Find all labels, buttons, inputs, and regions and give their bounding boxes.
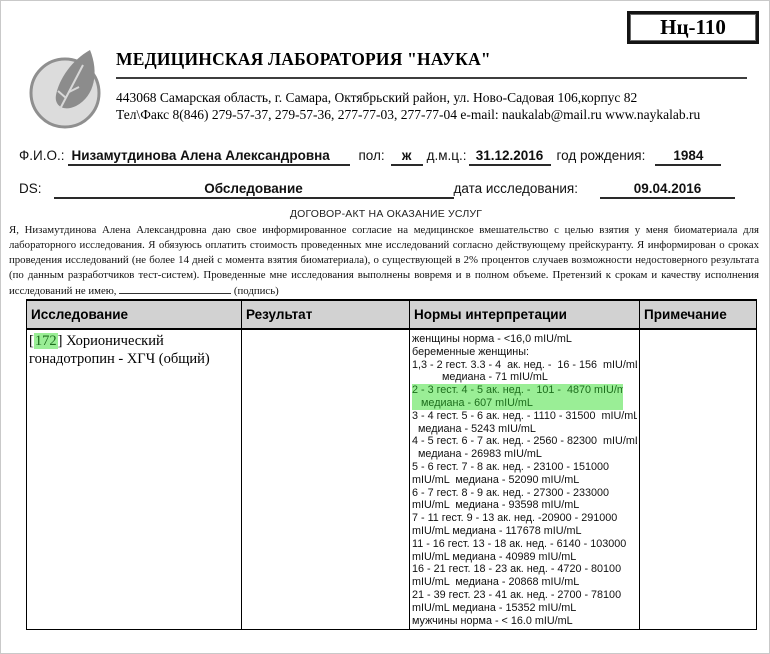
norm-line: 5 - 6 гест. 7 - 8 ак. нед. - 23100 - 151… (412, 460, 610, 473)
diagnosis-row: DS: Обследование дата исследования: 09.0… (19, 181, 735, 199)
agreement-body: Я, Низамутдинова Алена Александровна даю… (9, 223, 759, 299)
results-header-row: Исследование Результат Нормы интерпретац… (26, 299, 757, 330)
birth-year-label: год рождения: (556, 148, 646, 163)
norm-line: 7 - 11 гест. 9 - 13 ак. нед. -20900 - 29… (412, 512, 618, 525)
norm-line: mIU/mL медиана - 20868 mIU/mL (412, 576, 580, 589)
study-date-value: 09.04.2016 (600, 181, 735, 199)
lab-contacts: Тел\Факс 8(846) 279-57-37, 279-57-36, 27… (116, 107, 701, 122)
column-header-note: Примечание (639, 299, 757, 330)
norm-line: 1,3 - 2 гест. 3.3 - 4 ак. нед. - 16 - 15… (412, 358, 637, 371)
patient-info-row: Ф.И.О.: Низамутдинова Алена Александровн… (19, 148, 722, 166)
sex-label: пол: (358, 148, 385, 163)
ds-value: Обследование (53, 181, 454, 199)
agreement-text: Я, Низамутдинова Алена Александровна даю… (9, 224, 759, 297)
lab-name: МЕДИЦИНСКАЯ ЛАБОРАТОРИЯ "НАУКА" (116, 49, 491, 69)
norm-line: 16 - 21 гест. 18 - 23 ак. нед. - 4720 - … (412, 563, 622, 576)
norm-line: 2 - 3 гест. 4 - 5 ак. нед. - 101 - 4870 … (412, 384, 623, 397)
norms-cell: женщины норма - <16,0 mIU/mL беременные ж… (409, 328, 640, 631)
norm-line: 11 - 16 гест. 13 - 18 ак. нед. - 6140 - … (412, 537, 627, 550)
lab-address: 443068 Самарская область, г. Самара, Окт… (116, 90, 638, 105)
agreement-title: ДОГОВОР-АКТ НА ОКАЗАНИЕ УСЛУГ (289, 208, 483, 220)
dmc-label: д.м.ц.: (426, 148, 467, 163)
norm-line: женщины норма - <16,0 mIU/mL (412, 333, 572, 345)
fio-label: Ф.И.О.: (19, 148, 65, 163)
study-date-label: дата исследования: (453, 181, 578, 196)
norm-line: mIU/mL медиана - 15352 mIU/mL (412, 601, 577, 614)
form-code: Нц-110 (630, 14, 756, 41)
norm-line: 6 - 7 гест. 8 - 9 ак. нед. - 27300 - 233… (412, 486, 610, 499)
results-table: Исследование Результат Нормы интерпретац… (26, 299, 757, 631)
norms-list: женщины норма - <16,0 mIU/mL беременные ж… (412, 332, 637, 627)
norm-line: медиана - 71 mIU/mL (412, 371, 548, 384)
fio-value: Низамутдинова Алена Александровна (68, 148, 351, 166)
signature-hint: (подпись) (233, 285, 279, 297)
sex-value: ж (390, 148, 423, 166)
note-cell (639, 328, 757, 631)
lab-logo (27, 47, 109, 131)
birth-year-value: 1984 (655, 148, 722, 166)
signature-blank (119, 283, 232, 294)
ds-label: DS: (19, 181, 42, 196)
test-name: Хорионический гонадотропин - ХГЧ (общий) (29, 333, 210, 367)
form-code-box: Нц-110 (627, 11, 759, 44)
norm-line: медиана - 5243 mIU/mL (412, 422, 536, 435)
norm-line: 4 - 5 гест. 6 - 7 ак. нед. - 2560 - 8230… (412, 435, 637, 448)
lab-header: МЕДИЦИНСКАЯ ЛАБОРАТОРИЯ "НАУКА" 443068 С… (116, 49, 748, 123)
norm-line: мужчины норма - < 16.0 mIU/mL (412, 614, 573, 627)
header-divider (116, 77, 747, 79)
norm-line: mIU/mL медиана - 117678 mIU/mL (412, 524, 582, 537)
dmc-value: 31.12.2016 (468, 148, 551, 166)
leaf-icon (29, 50, 101, 129)
norm-line: медиана - 607 mIU/mL (412, 396, 623, 410)
norm-line: 3 - 4 гест. 5 - 6 ак. нед. - 1110 - 3150… (412, 409, 637, 422)
norm-line: беременные женщины: (412, 345, 530, 358)
norm-line: mIU/mL медиана - 40989 mIU/mL (412, 550, 577, 563)
result-cell (241, 328, 410, 631)
norm-line: mIU/mL медиана - 93598 mIU/mL (412, 499, 580, 512)
test-name-cell: [172] Хорионический гонадотропин - ХГЧ (… (26, 328, 242, 631)
column-header-norms: Нормы интерпретации (409, 299, 640, 330)
test-code-badge: 172 (33, 333, 58, 349)
norm-line: 21 - 39 гест. 23 - 41 ак. нед. - 2700 - … (412, 588, 622, 601)
bracket-open: [ (29, 333, 34, 349)
norm-line: mIU/mL медиана - 52090 mIU/mL (412, 473, 580, 486)
norm-line: медиана - 26983 mIU/mL (412, 448, 542, 461)
bracket-close: ] (57, 333, 63, 349)
column-header-result: Результат (241, 299, 410, 330)
table-row: [172] Хорионический гонадотропин - ХГЧ (… (26, 328, 757, 631)
column-header-test: Исследование (26, 299, 242, 330)
